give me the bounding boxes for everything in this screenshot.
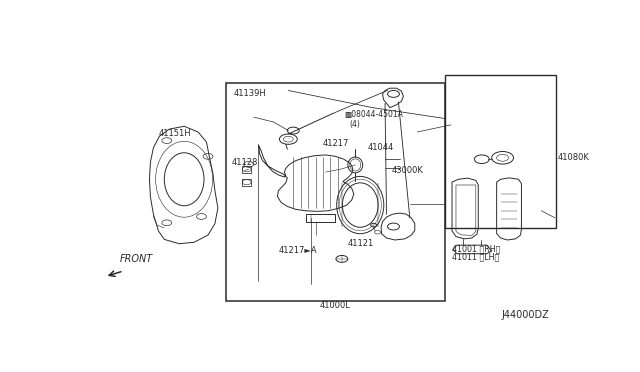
Text: 41139H: 41139H — [234, 89, 266, 98]
Bar — [445, 75, 556, 228]
Bar — [242, 166, 251, 173]
Text: ▩08044-4501A: ▩08044-4501A — [344, 110, 403, 119]
Text: (4): (4) — [350, 120, 361, 129]
Text: 41000L: 41000L — [320, 301, 351, 310]
Text: 41011 （LH）: 41011 （LH） — [452, 253, 499, 262]
Text: 43000K: 43000K — [392, 166, 424, 175]
Text: FRONT: FRONT — [120, 254, 153, 264]
Bar — [242, 179, 251, 186]
Text: J44000DZ: J44000DZ — [501, 310, 548, 320]
Text: 41121: 41121 — [348, 239, 374, 248]
Text: 41080K: 41080K — [557, 153, 589, 162]
Text: 41001 （RH）: 41001 （RH） — [452, 244, 500, 253]
Text: 41151H: 41151H — [158, 129, 191, 138]
Bar — [306, 214, 335, 222]
Text: 41128: 41128 — [231, 158, 258, 167]
Text: 41217: 41217 — [323, 139, 349, 148]
Text: 41044: 41044 — [367, 143, 394, 152]
Text: 41217►A: 41217►A — [278, 246, 317, 255]
Bar — [227, 83, 445, 301]
